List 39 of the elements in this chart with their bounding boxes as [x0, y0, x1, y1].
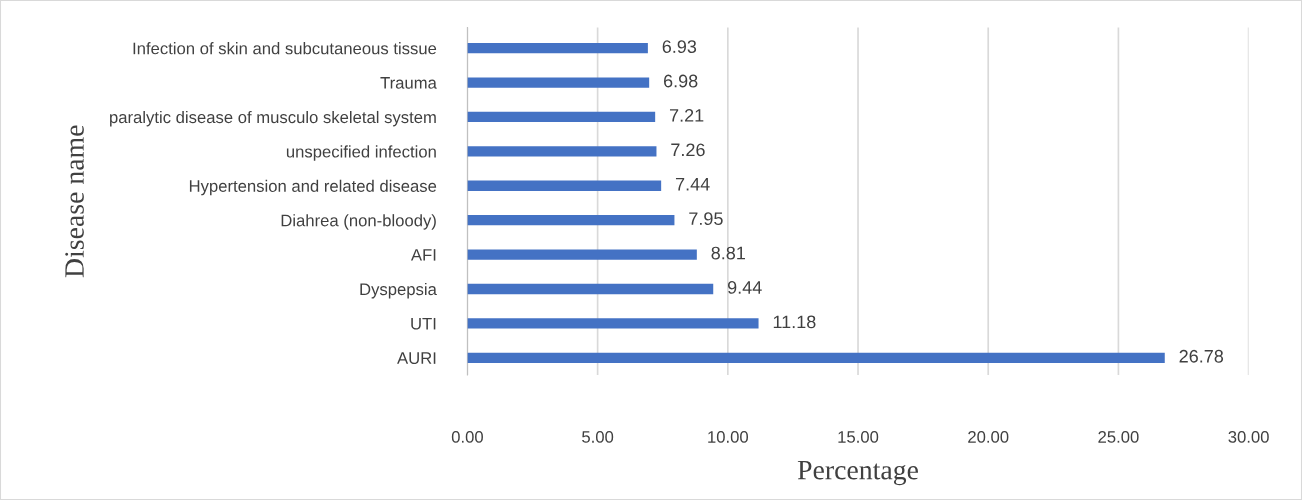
y-tick-label: paralytic disease of musculo skeletal system	[110, 110, 436, 127]
y-tick-label: Dyspepsia	[360, 282, 437, 299]
data-label: 26.78	[1179, 349, 1224, 363]
x-tick-label: 5.00	[582, 431, 614, 443]
bar	[467, 352, 1165, 363]
data-label: 7.26	[671, 143, 705, 157]
x-tick-label: 25.00	[1098, 431, 1139, 443]
bar	[467, 249, 697, 260]
x-axis-title: Percentage	[797, 460, 918, 486]
y-tick-label: UTI	[411, 317, 436, 330]
bar	[467, 146, 657, 157]
bar	[467, 318, 759, 329]
x-tick-label: 10.00	[708, 431, 749, 443]
data-label: 9.44	[727, 281, 762, 294]
x-tick-label: 30.00	[1228, 431, 1269, 443]
bar	[467, 180, 662, 191]
y-tick-label: Hypertension and related disease	[189, 179, 437, 196]
data-label: 7.44	[675, 178, 710, 191]
y-axis-title: Disease name	[65, 125, 84, 278]
data-label: 6.93	[662, 40, 697, 53]
bar	[467, 42, 648, 54]
x-tick-label: 20.00	[968, 431, 1009, 443]
y-tick-label: AURI	[397, 352, 436, 364]
bar	[467, 111, 656, 123]
data-label: 7.95	[689, 212, 723, 226]
y-tick-label: Diahrea (non-bloody)	[281, 214, 436, 230]
data-label: 7.21	[669, 109, 704, 122]
data-label: 11.18	[773, 315, 816, 329]
bar	[467, 283, 714, 295]
y-tick-label: Trauma	[380, 77, 437, 89]
data-label: 6.98	[663, 74, 698, 88]
y-tick-label: AFI	[410, 249, 436, 261]
bar	[467, 77, 650, 88]
bar	[467, 215, 675, 226]
y-tick-label: Infection of skin and subcutaneous tissue	[133, 42, 437, 55]
y-tick-label: unspecified infection	[286, 145, 436, 161]
data-label: 8.81	[711, 246, 745, 260]
x-tick-label: 15.00	[838, 431, 879, 443]
x-tick-label: 0.00	[451, 431, 483, 443]
